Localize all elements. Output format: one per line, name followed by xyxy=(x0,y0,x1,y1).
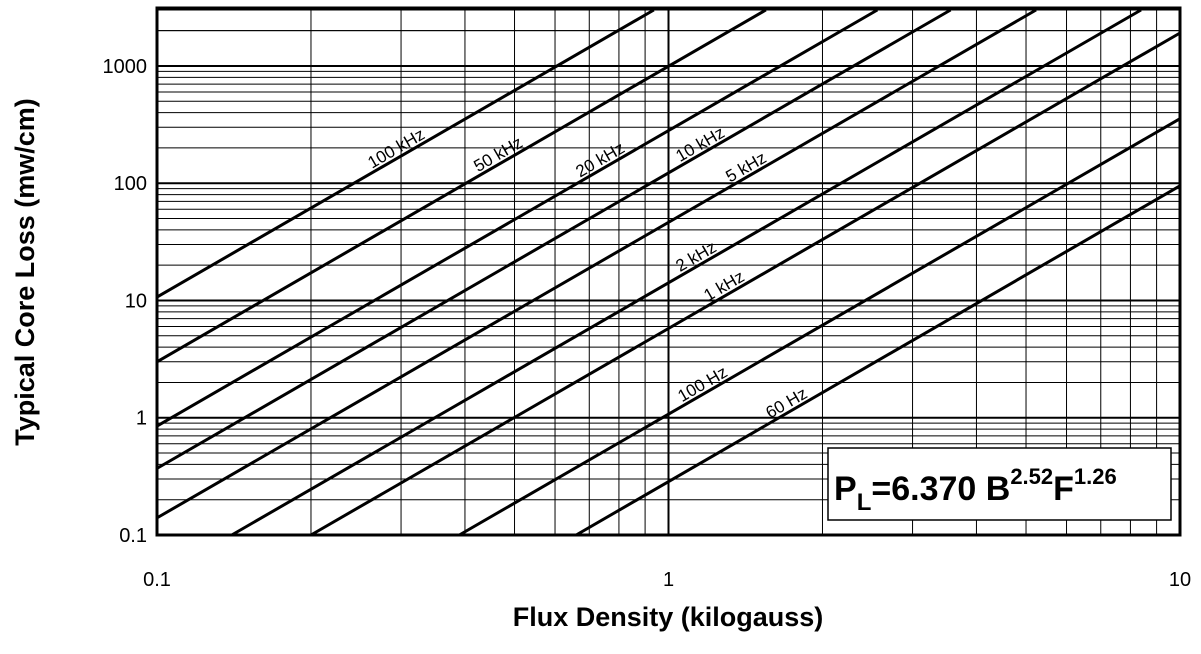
series-line xyxy=(156,8,655,299)
series-label: 2 kHz xyxy=(672,237,719,275)
annotation-part: 2.52 xyxy=(1010,464,1053,489)
annotation: PL=6.370 B2.52F1.26 xyxy=(834,464,1117,516)
y-tick-label: 1000 xyxy=(103,56,148,78)
series-line xyxy=(575,184,1181,537)
series-label: 100 kHz xyxy=(364,125,428,173)
annotation-box xyxy=(827,447,1172,521)
x-axis-title: Flux Density (kilogauss) xyxy=(513,602,824,632)
y-axis-title: Typical Core Loss (mw/cm) xyxy=(10,98,40,446)
y-tick-label: 0.1 xyxy=(119,525,147,547)
annotation-part: =6.370 B xyxy=(871,470,1010,508)
annotation-part: 1.26 xyxy=(1074,464,1117,489)
series-line xyxy=(156,8,879,428)
series-line xyxy=(156,8,952,470)
y-tick-label: 1 xyxy=(136,408,147,430)
series-line xyxy=(458,117,1181,537)
x-tick-label: 10 xyxy=(1169,569,1191,591)
series-line xyxy=(230,8,1142,537)
series-line xyxy=(310,31,1181,537)
y-tick-label: 10 xyxy=(125,290,147,312)
x-tick-label: 0.1 xyxy=(143,569,171,591)
annotation-part: F xyxy=(1053,470,1074,508)
series-line xyxy=(156,8,767,364)
series-label: 5 kHz xyxy=(722,148,769,186)
x-tick-label: 1 xyxy=(663,569,674,591)
y-tick-label: 100 xyxy=(114,173,147,195)
plot-frame xyxy=(155,6,1182,537)
annotation-part: P xyxy=(834,470,857,508)
series-line xyxy=(156,8,1037,520)
annotation-part: L xyxy=(857,489,872,516)
series-label: 60 Hz xyxy=(762,384,810,423)
series-label: 1 kHz xyxy=(700,267,747,305)
